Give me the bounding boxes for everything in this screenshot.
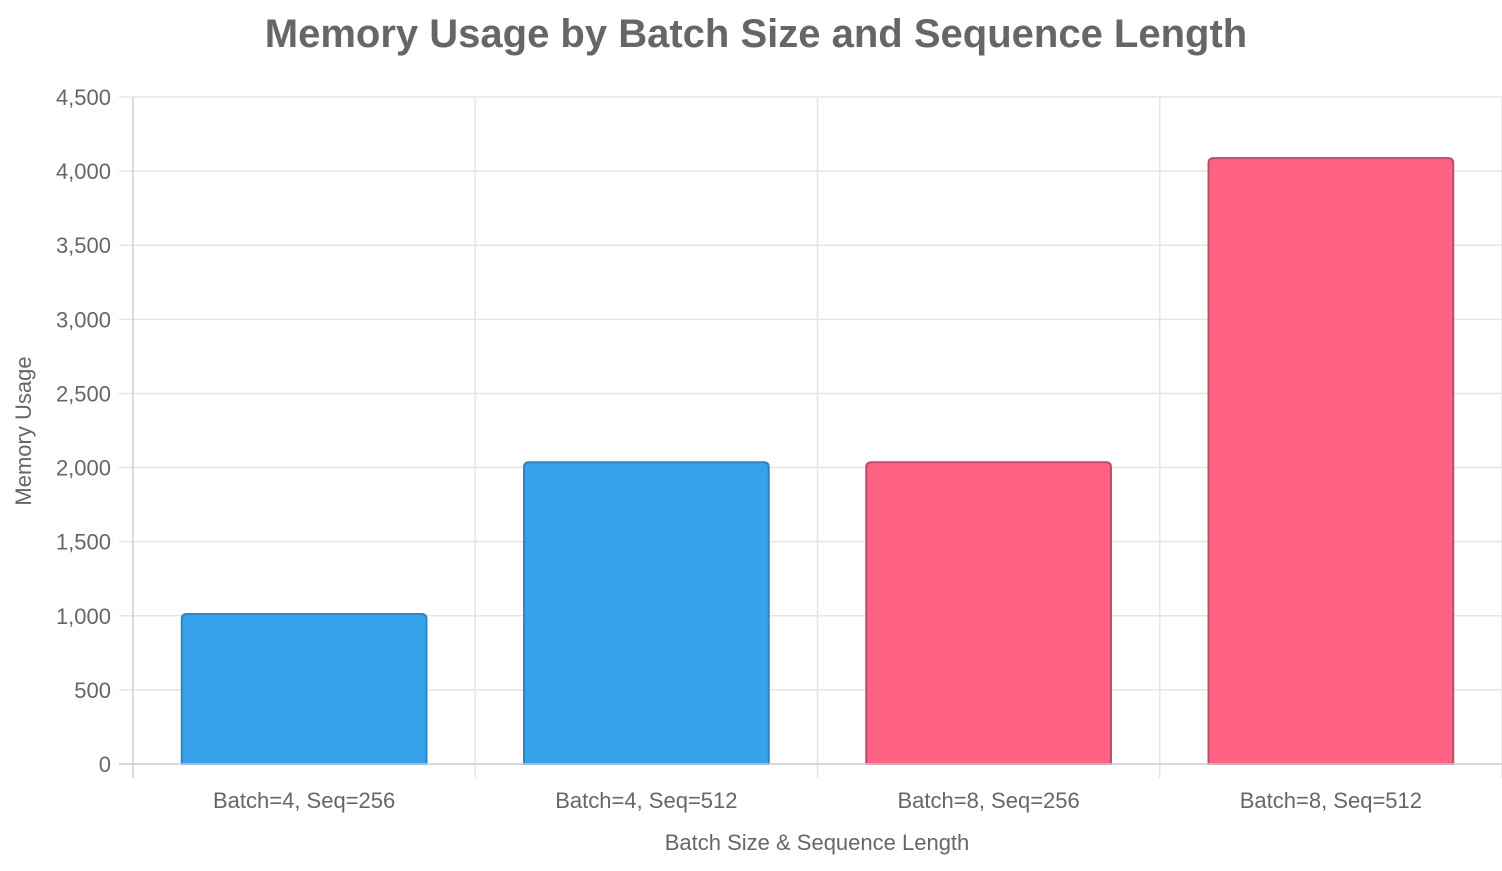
x-tick-label: Batch=8, Seq=512: [1240, 788, 1422, 813]
bar[interactable]: [1207, 157, 1455, 765]
y-tick-label: 3,500: [56, 233, 111, 258]
y-tick-label: 500: [74, 678, 111, 703]
x-tick-label: Batch=8, Seq=256: [897, 788, 1079, 813]
y-axis-tick-labels: 0 500 1,000 1,500 2,000 2,500 3,000 3,500 4,000 4…: [56, 85, 111, 777]
y-tick-label: 1,500: [56, 530, 111, 555]
y-tick-label: 4,000: [56, 159, 111, 184]
y-tick-label: 2,500: [56, 381, 111, 406]
bars: [180, 157, 1455, 765]
y-tick-label: 0: [99, 752, 111, 777]
bar[interactable]: [865, 461, 1112, 765]
y-tick-label: 4,500: [56, 85, 111, 110]
y-tick-label: 1,000: [56, 604, 111, 629]
y-tick-label: 3,000: [56, 307, 111, 332]
bar[interactable]: [180, 612, 428, 765]
x-tick-label: Batch=4, Seq=256: [213, 788, 395, 813]
x-axis-tick-labels: Batch=4, Seq=256 Batch=4, Seq=512 Batch=8,…: [213, 788, 1422, 813]
y-axis-title: Memory Usage: [11, 356, 36, 505]
y-tick-label: 2,000: [56, 456, 111, 481]
x-axis-title: Batch Size & Sequence Length: [665, 830, 970, 855]
bar[interactable]: [523, 461, 770, 765]
x-tick-label: Batch=4, Seq=512: [555, 788, 737, 813]
chart-title: Memory Usage by Batch Size and Sequence …: [265, 12, 1247, 56]
